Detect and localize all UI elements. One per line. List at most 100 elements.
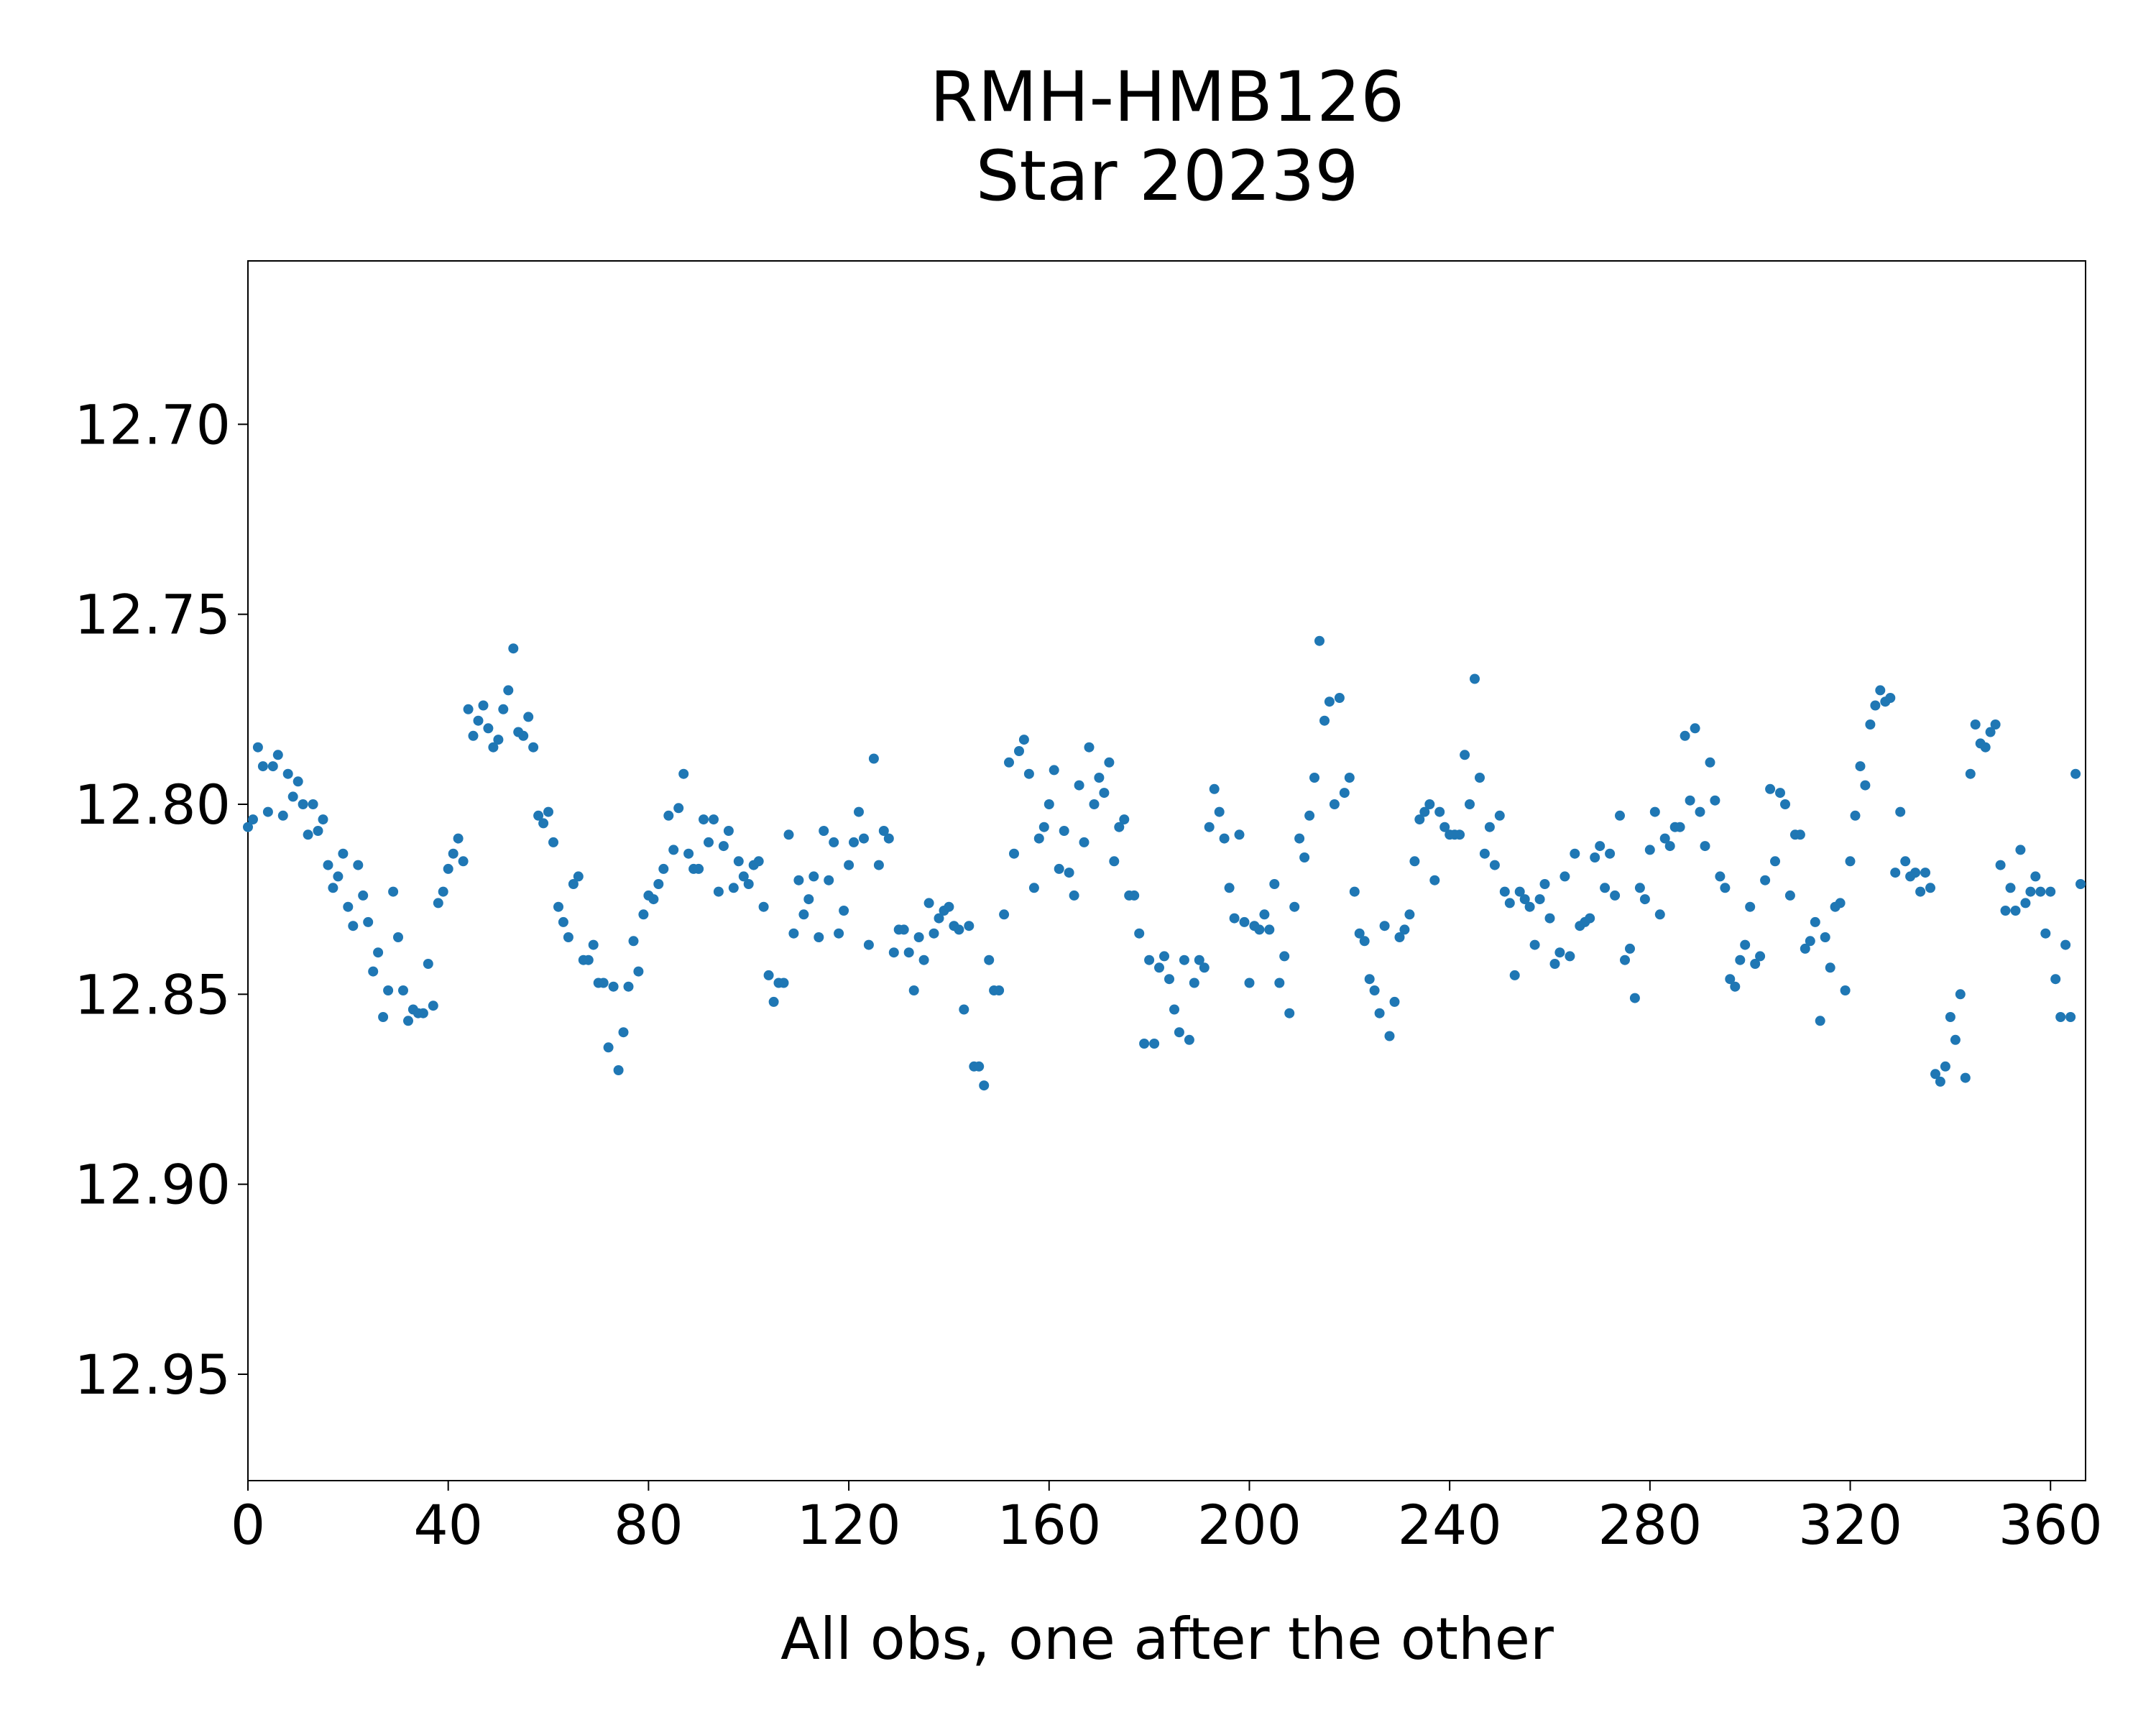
data-point xyxy=(548,837,558,847)
data-point xyxy=(433,898,443,908)
data-point xyxy=(1509,970,1520,980)
data-point xyxy=(1750,959,1761,969)
data-point xyxy=(1860,780,1871,791)
data-point xyxy=(1074,780,1084,791)
data-point xyxy=(1524,901,1535,912)
data-point xyxy=(1710,795,1720,806)
data-point xyxy=(2070,768,2081,779)
data-point xyxy=(1910,868,1921,878)
y-tick-label: 12.80 xyxy=(74,773,231,837)
data-point xyxy=(808,871,819,882)
data-point xyxy=(738,871,749,882)
data-point xyxy=(1479,848,1490,859)
data-point xyxy=(1084,742,1095,753)
data-point xyxy=(323,860,333,870)
x-tick-label: 240 xyxy=(1398,1493,1502,1557)
data-point xyxy=(1354,928,1365,939)
data-point xyxy=(1529,939,1540,950)
data-point xyxy=(1690,723,1700,734)
data-point xyxy=(1299,852,1310,862)
data-point xyxy=(778,978,789,988)
data-point xyxy=(829,837,839,847)
data-point xyxy=(2055,1012,2066,1022)
data-point xyxy=(1289,901,1300,912)
data-point xyxy=(558,916,568,927)
data-point xyxy=(528,742,539,753)
data-point xyxy=(1659,833,1670,844)
data-point xyxy=(1615,810,1625,821)
data-point xyxy=(788,928,799,939)
chart-title: RMH-HMB126 xyxy=(930,57,1404,137)
data-point xyxy=(1625,943,1635,954)
data-point xyxy=(1965,768,1976,779)
data-point xyxy=(328,883,338,893)
data-point xyxy=(1414,814,1425,825)
x-tick-label: 200 xyxy=(1197,1493,1302,1557)
data-point xyxy=(1800,943,1810,954)
data-point xyxy=(1049,765,1059,776)
data-point xyxy=(868,753,879,764)
data-point xyxy=(1475,773,1485,783)
data-point xyxy=(1930,1069,1940,1080)
data-point xyxy=(1565,951,1575,962)
data-point xyxy=(553,901,563,912)
data-point xyxy=(267,761,278,772)
data-point xyxy=(1629,993,1640,1003)
data-point xyxy=(1094,773,1105,783)
data-point xyxy=(1089,799,1100,809)
data-point xyxy=(1119,814,1130,825)
data-point xyxy=(1925,883,1935,893)
data-point xyxy=(2045,886,2056,897)
x-tick-label: 360 xyxy=(1999,1493,2103,1557)
data-point xyxy=(2010,906,2021,916)
y-tick-label: 12.75 xyxy=(74,583,231,647)
data-point xyxy=(287,791,298,802)
data-point xyxy=(343,901,354,912)
data-point xyxy=(1044,799,1054,809)
data-point xyxy=(1144,954,1155,965)
data-point xyxy=(318,814,328,825)
data-point xyxy=(1284,1008,1295,1018)
data-point xyxy=(488,742,499,753)
data-point xyxy=(378,1012,389,1022)
data-point xyxy=(1069,890,1079,901)
data-point xyxy=(718,841,729,852)
data-point xyxy=(248,814,258,825)
data-point xyxy=(1990,719,2001,730)
data-point xyxy=(523,712,534,722)
data-point xyxy=(1429,875,1440,886)
data-point xyxy=(1865,719,1876,730)
data-point xyxy=(1740,939,1751,950)
data-point xyxy=(878,826,889,836)
data-point xyxy=(1715,871,1726,882)
data-point xyxy=(243,822,253,832)
data-point xyxy=(1274,978,1285,988)
data-point xyxy=(1033,833,1044,844)
data-point xyxy=(1745,901,1756,912)
data-point xyxy=(1379,921,1390,932)
x-axis-label: All obs, one after the other xyxy=(780,1606,1554,1673)
data-point xyxy=(257,761,268,772)
data-point xyxy=(1755,951,1766,962)
data-point xyxy=(613,1065,624,1075)
y-tick-label: 12.90 xyxy=(74,1153,231,1217)
data-point xyxy=(859,833,869,844)
data-point xyxy=(1189,978,1199,988)
data-point xyxy=(603,1042,614,1053)
data-point xyxy=(1539,879,1550,889)
data-point xyxy=(1109,856,1120,867)
data-point xyxy=(418,1008,428,1018)
data-point xyxy=(508,643,519,654)
data-point xyxy=(368,966,379,977)
data-point xyxy=(1219,833,1230,844)
data-point xyxy=(588,939,599,950)
x-axis-ticks: 0 40 80 120 160 200 240 280 320 360 xyxy=(231,1481,2103,1557)
data-point xyxy=(1484,822,1495,832)
data-point xyxy=(448,848,459,859)
y-tick-label: 12.85 xyxy=(74,962,231,1026)
data-point xyxy=(423,959,433,969)
data-point xyxy=(1935,1076,1945,1087)
data-point xyxy=(2065,1012,2076,1022)
data-point xyxy=(974,1061,985,1072)
data-point xyxy=(453,833,464,844)
